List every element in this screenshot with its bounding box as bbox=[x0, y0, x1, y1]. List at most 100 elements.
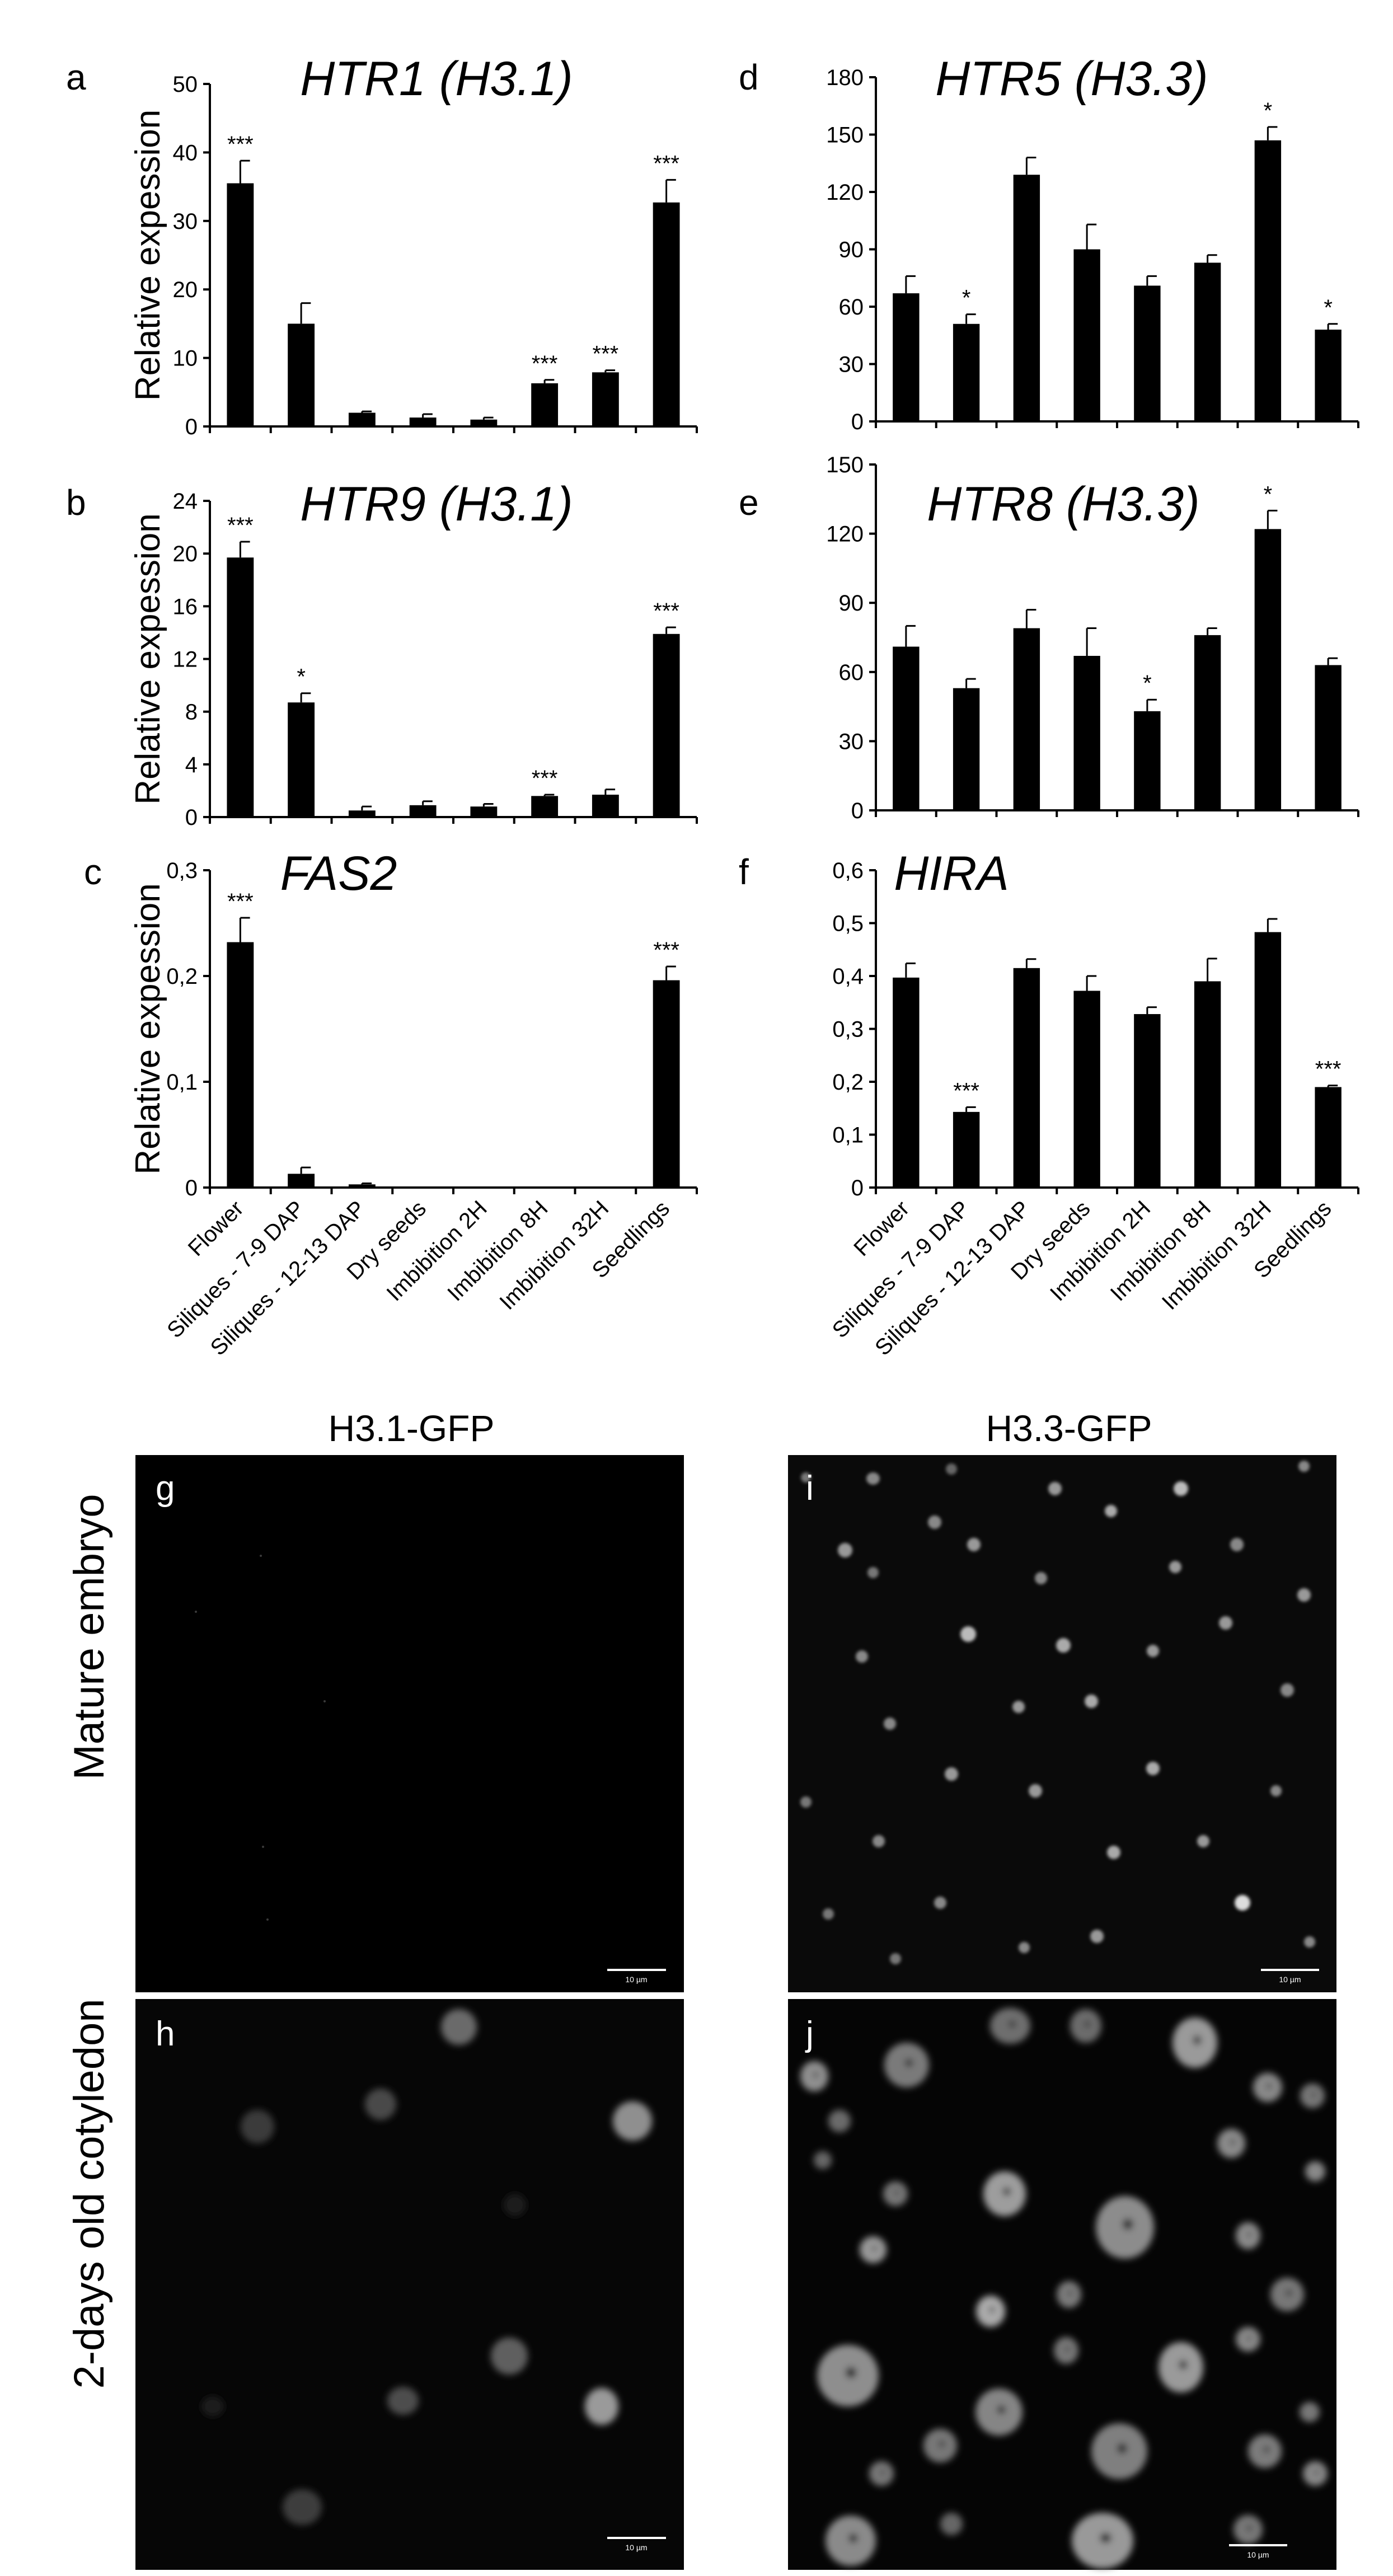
nucleus bbox=[945, 1767, 958, 1781]
significance-label: * bbox=[1324, 295, 1333, 320]
nucleus bbox=[1169, 1561, 1181, 1573]
y-tick-label: 150 bbox=[826, 123, 864, 148]
column-label-h33: H3.3-GFP bbox=[986, 1407, 1152, 1449]
y-tick-label: 8 bbox=[185, 700, 198, 725]
nucleus bbox=[1105, 1505, 1117, 1517]
y-tick-label: 120 bbox=[826, 180, 864, 205]
panel-letter-j: j bbox=[805, 2015, 814, 2053]
chart-title: HTR1 (H3.1) bbox=[300, 52, 573, 106]
bar bbox=[1013, 968, 1040, 1188]
significance-label: * bbox=[962, 286, 971, 311]
panel-letter: f bbox=[739, 852, 749, 892]
nucleus bbox=[1235, 1895, 1250, 1911]
y-tick-label: 90 bbox=[839, 591, 864, 616]
bar bbox=[470, 419, 498, 426]
y-tick-label: 0,2 bbox=[832, 1070, 864, 1095]
significance-label: * bbox=[1143, 671, 1152, 696]
panel-letter: e bbox=[739, 482, 759, 523]
nucleolus bbox=[845, 2367, 857, 2378]
nucleolus bbox=[1247, 2335, 1252, 2340]
bar bbox=[953, 1111, 980, 1188]
bar bbox=[348, 810, 376, 817]
significance-label: * bbox=[1264, 98, 1273, 123]
y-tick-label: 0,3 bbox=[166, 858, 198, 883]
nucleolus bbox=[1314, 2470, 1319, 2475]
nucleus bbox=[1035, 1572, 1047, 1584]
y-axis-label: Relative expession bbox=[129, 883, 167, 1174]
bar bbox=[653, 634, 680, 817]
significance-label: *** bbox=[653, 599, 679, 623]
nucleus bbox=[491, 2338, 528, 2375]
nucleolus bbox=[1068, 2291, 1073, 2296]
y-tick-label: 0 bbox=[851, 799, 864, 823]
nucleolus bbox=[1122, 2218, 1133, 2230]
bar bbox=[227, 183, 254, 426]
significance-label: *** bbox=[593, 342, 619, 367]
y-tick-label: 60 bbox=[839, 295, 864, 320]
bar bbox=[653, 202, 680, 426]
panel-letter: d bbox=[739, 57, 759, 97]
chart-htr5: 0 30 60 90 120 150 180 * * * HTR5 (H3.3) d bbox=[739, 52, 1359, 434]
significance-label: * bbox=[1264, 482, 1273, 506]
nucleus bbox=[283, 2489, 322, 2525]
bar bbox=[1073, 991, 1100, 1188]
chart-title: FAS2 bbox=[280, 847, 397, 900]
micrograph-i: i 10 µm bbox=[788, 1455, 1336, 1992]
chart-htr8: 0 30 60 90 120 150 * * HTR8 (H3.3) e bbox=[739, 453, 1359, 823]
y-tick-label: 150 bbox=[826, 453, 864, 477]
y-tick-label: 0 bbox=[185, 1176, 198, 1200]
bar bbox=[893, 646, 920, 810]
nucleus bbox=[928, 1515, 941, 1529]
nucleolus bbox=[939, 2441, 945, 2447]
y-tick-label: 0 bbox=[851, 410, 864, 434]
nucleus bbox=[1219, 1616, 1232, 1630]
panel-letter-i: i bbox=[806, 1469, 814, 1508]
bar bbox=[1254, 932, 1282, 1188]
nucleus bbox=[1197, 1835, 1209, 1847]
nucleolus bbox=[1117, 2443, 1127, 2453]
bar bbox=[893, 977, 920, 1188]
scale-label-h: 10 µm bbox=[625, 2543, 647, 2552]
nucleolus bbox=[997, 2405, 1006, 2414]
nucleus bbox=[241, 2110, 274, 2143]
nucleus bbox=[1174, 1481, 1188, 1496]
micrograph-j: j 10 µm bbox=[788, 1999, 1336, 2570]
y-tick-label: 0,6 bbox=[832, 858, 864, 883]
significance-label: *** bbox=[227, 889, 254, 914]
row-separator bbox=[135, 1993, 1336, 1998]
bar bbox=[1315, 665, 1342, 810]
nucleolus bbox=[1230, 2139, 1235, 2145]
bar bbox=[653, 980, 680, 1188]
significance-label: * bbox=[297, 665, 306, 689]
significance-label: *** bbox=[953, 1078, 979, 1103]
nucleus bbox=[1029, 1784, 1042, 1798]
bar bbox=[409, 1186, 437, 1188]
nucleus bbox=[828, 2110, 851, 2132]
nucleus bbox=[856, 1650, 868, 1663]
y-tick-label: 0,2 bbox=[166, 964, 198, 989]
bar bbox=[531, 1186, 559, 1188]
nucleus bbox=[1146, 1762, 1160, 1775]
y-tick-label: 12 bbox=[173, 647, 198, 672]
bar bbox=[288, 323, 315, 426]
nucleus bbox=[585, 2388, 618, 2425]
row-label-cotyledon: 2-days old cotyledon bbox=[65, 1998, 113, 2389]
nucleolus bbox=[1002, 2187, 1011, 2196]
bar bbox=[1134, 711, 1161, 810]
nucleus bbox=[1090, 1930, 1104, 1943]
nucleus bbox=[1281, 1683, 1294, 1697]
bar bbox=[1073, 249, 1100, 421]
y-tick-label: 0 bbox=[185, 415, 198, 439]
chart-title: HTR9 (H3.1) bbox=[300, 477, 573, 531]
chart-hira: 00,10,20,30,40,50,6******HIRAfFlowerSili… bbox=[739, 847, 1359, 1360]
panel-letter: b bbox=[66, 482, 86, 523]
y-tick-label: 60 bbox=[839, 660, 864, 685]
y-tick-label: 20 bbox=[173, 542, 198, 566]
bar bbox=[1073, 655, 1100, 810]
significance-label: *** bbox=[532, 766, 558, 791]
bar bbox=[227, 942, 254, 1188]
nucleolus bbox=[989, 2307, 995, 2313]
nucleus bbox=[866, 1472, 880, 1485]
